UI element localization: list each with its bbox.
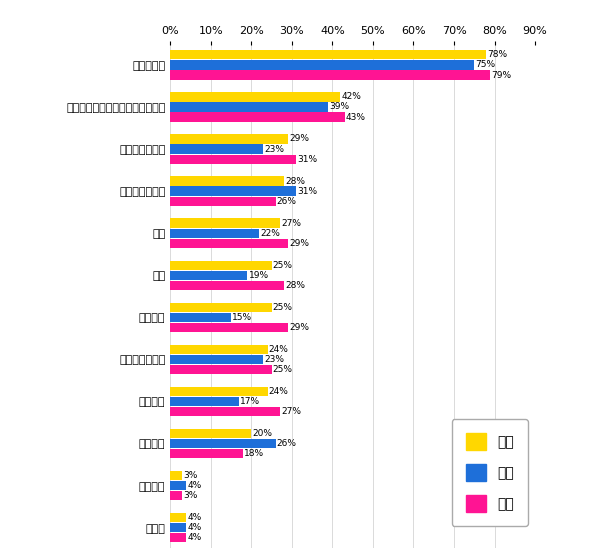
Text: 18%: 18%: [244, 449, 264, 458]
Bar: [170, 387, 268, 396]
Bar: [170, 134, 288, 144]
Bar: [170, 323, 288, 332]
Bar: [170, 177, 284, 186]
Bar: [170, 197, 275, 206]
Text: 25%: 25%: [273, 303, 293, 312]
Text: 43%: 43%: [346, 112, 366, 121]
Bar: [170, 355, 263, 364]
Bar: [170, 513, 187, 522]
Text: 78%: 78%: [488, 50, 508, 59]
Text: 29%: 29%: [289, 239, 309, 248]
Text: 28%: 28%: [285, 177, 305, 186]
Bar: [170, 533, 187, 542]
Bar: [170, 112, 345, 122]
Text: 23%: 23%: [264, 355, 285, 364]
Text: 31%: 31%: [297, 155, 317, 164]
Bar: [170, 50, 486, 59]
Text: 26%: 26%: [277, 197, 297, 206]
Text: 42%: 42%: [342, 92, 362, 101]
Bar: [170, 302, 272, 312]
Bar: [170, 239, 288, 248]
Text: 26%: 26%: [277, 439, 297, 448]
Bar: [170, 281, 284, 290]
Text: 29%: 29%: [289, 323, 309, 332]
Text: 79%: 79%: [492, 70, 512, 79]
Text: 15%: 15%: [232, 313, 252, 322]
Bar: [170, 60, 474, 69]
Bar: [170, 481, 187, 490]
Text: 4%: 4%: [188, 533, 202, 542]
Text: 4%: 4%: [188, 513, 202, 522]
Bar: [170, 219, 280, 228]
Text: 75%: 75%: [475, 60, 496, 69]
Legend: 全体, 男性, 女性: 全体, 男性, 女性: [452, 419, 528, 526]
Bar: [170, 471, 182, 480]
Bar: [170, 260, 272, 270]
Text: 3%: 3%: [184, 471, 198, 480]
Bar: [170, 187, 296, 196]
Bar: [170, 365, 272, 374]
Bar: [170, 144, 263, 154]
Bar: [170, 92, 340, 102]
Text: 31%: 31%: [297, 187, 317, 196]
Bar: [170, 523, 187, 532]
Bar: [170, 271, 247, 280]
Bar: [170, 229, 260, 238]
Text: 22%: 22%: [261, 229, 280, 238]
Text: 24%: 24%: [269, 345, 289, 354]
Text: 39%: 39%: [330, 102, 350, 111]
Text: 23%: 23%: [264, 145, 285, 154]
Text: 20%: 20%: [252, 429, 272, 438]
Bar: [170, 70, 491, 79]
Text: 3%: 3%: [184, 491, 198, 500]
Text: 29%: 29%: [289, 135, 309, 144]
Text: 19%: 19%: [249, 271, 269, 280]
Bar: [170, 345, 268, 354]
Text: 4%: 4%: [188, 523, 202, 532]
Bar: [170, 439, 275, 448]
Bar: [170, 429, 251, 438]
Bar: [170, 397, 239, 406]
Bar: [170, 312, 231, 322]
Text: 27%: 27%: [281, 407, 301, 416]
Text: 4%: 4%: [188, 481, 202, 490]
Bar: [170, 407, 280, 416]
Bar: [170, 449, 243, 458]
Text: 27%: 27%: [281, 219, 301, 228]
Text: 17%: 17%: [240, 397, 260, 406]
Bar: [170, 491, 182, 500]
Bar: [170, 102, 328, 112]
Text: 24%: 24%: [269, 387, 289, 396]
Bar: [170, 154, 296, 164]
Text: 25%: 25%: [273, 365, 293, 374]
Text: 28%: 28%: [285, 281, 305, 290]
Text: 25%: 25%: [273, 260, 293, 269]
